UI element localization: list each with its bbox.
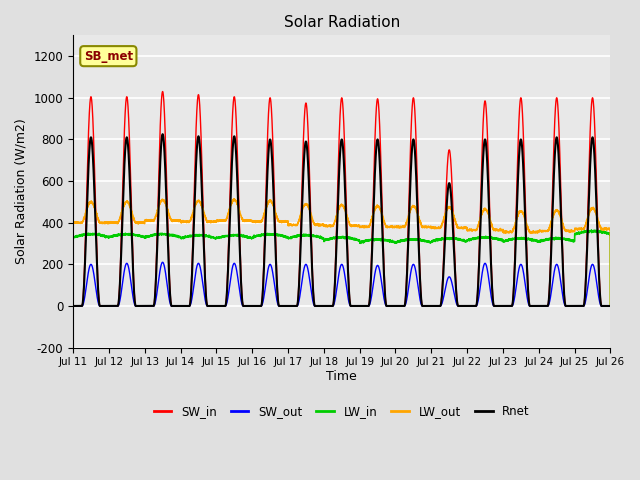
SW_out bbox=[606, 303, 614, 309]
SW_in bbox=[69, 303, 77, 309]
Y-axis label: Solar Radiation (W/m2): Solar Radiation (W/m2) bbox=[15, 119, 28, 264]
LW_in bbox=[166, 232, 173, 238]
SW_out bbox=[69, 303, 77, 309]
SW_out bbox=[159, 259, 166, 265]
Rnet bbox=[493, 303, 500, 309]
SW_out bbox=[493, 303, 500, 309]
LW_in bbox=[462, 238, 470, 244]
SW_out bbox=[166, 299, 173, 304]
Line: LW_out: LW_out bbox=[73, 199, 611, 306]
LW_in bbox=[594, 227, 602, 233]
Line: Rnet: Rnet bbox=[73, 134, 611, 306]
LW_in bbox=[322, 237, 330, 243]
SW_in bbox=[159, 89, 166, 95]
SW_out bbox=[322, 303, 330, 309]
Rnet bbox=[166, 286, 173, 291]
Rnet bbox=[159, 132, 166, 137]
Line: SW_in: SW_in bbox=[73, 92, 611, 306]
LW_in bbox=[493, 236, 500, 242]
SW_in bbox=[166, 281, 173, 287]
LW_out bbox=[606, 226, 614, 231]
Rnet bbox=[322, 303, 330, 309]
LW_out bbox=[230, 196, 238, 202]
LW_in bbox=[607, 303, 614, 309]
SW_in bbox=[462, 303, 470, 309]
LW_in bbox=[433, 238, 440, 243]
SW_out bbox=[607, 303, 614, 309]
SW_in bbox=[607, 303, 614, 309]
LW_in bbox=[606, 231, 614, 237]
LW_out bbox=[493, 228, 500, 233]
SW_out bbox=[462, 303, 470, 309]
LW_out bbox=[607, 303, 614, 309]
Rnet bbox=[462, 303, 470, 309]
LW_out bbox=[433, 225, 440, 231]
Text: SB_met: SB_met bbox=[84, 49, 133, 63]
Rnet bbox=[606, 303, 614, 309]
LW_out bbox=[166, 214, 173, 219]
LW_out bbox=[322, 223, 330, 228]
LW_out bbox=[462, 225, 470, 230]
Line: SW_out: SW_out bbox=[73, 262, 611, 306]
SW_in bbox=[433, 303, 440, 309]
Line: LW_in: LW_in bbox=[73, 230, 611, 306]
SW_in bbox=[606, 303, 614, 309]
Rnet bbox=[433, 303, 440, 309]
X-axis label: Time: Time bbox=[326, 370, 357, 383]
LW_in bbox=[69, 234, 77, 240]
Rnet bbox=[607, 303, 614, 309]
SW_out bbox=[433, 303, 440, 309]
Title: Solar Radiation: Solar Radiation bbox=[284, 15, 400, 30]
Rnet bbox=[69, 303, 77, 309]
SW_in bbox=[493, 303, 500, 309]
LW_out bbox=[69, 220, 77, 226]
SW_in bbox=[322, 303, 330, 309]
Legend: SW_in, SW_out, LW_in, LW_out, Rnet: SW_in, SW_out, LW_in, LW_out, Rnet bbox=[149, 400, 534, 423]
